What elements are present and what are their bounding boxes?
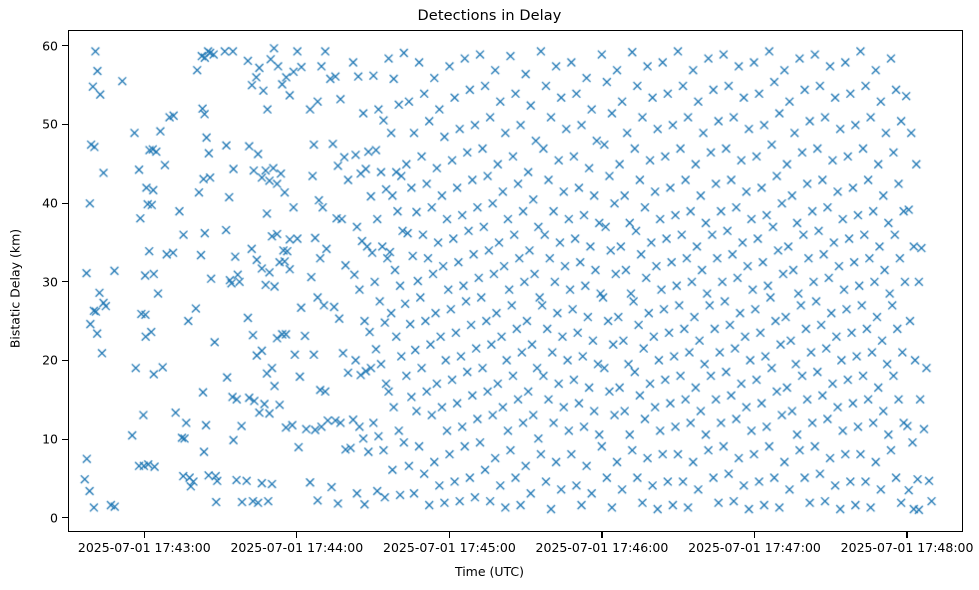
plot-area [68, 30, 963, 532]
x-tick-label: 2025-07-01 17:48:00 [840, 540, 974, 555]
chart-title: Detections in Delay [417, 8, 562, 24]
scatter-points-canvas [69, 31, 962, 531]
y-tick-mark [62, 359, 68, 362]
y-tick-label: 30 [42, 274, 58, 290]
x-tick-mark [753, 532, 756, 538]
y-tick-label: 50 [42, 116, 58, 132]
x-tick-label: 2025-07-01 17:45:00 [383, 540, 516, 555]
y-tick-label: 0 [50, 510, 58, 526]
y-tick-mark [62, 517, 68, 519]
y-tick-label: 60 [42, 38, 58, 54]
y-axis-label: Bistatic Delay (km) [7, 228, 23, 349]
y-tick-label: 40 [42, 195, 58, 211]
x-tick-mark [448, 532, 450, 538]
x-axis-label: Time (UTC) [454, 564, 525, 579]
x-tick-mark [601, 532, 603, 538]
y-tick-label: 10 [42, 431, 58, 447]
x-tick-label: 2025-07-01 17:43:00 [77, 540, 211, 555]
x-tick-mark [143, 532, 145, 538]
y-tick-mark [62, 438, 68, 440]
x-tick-label: 2025-07-01 17:46:00 [535, 540, 669, 555]
y-tick-mark [62, 123, 68, 125]
x-tick-mark [296, 532, 298, 538]
x-tick-mark [906, 532, 908, 538]
y-tick-label: 20 [42, 352, 58, 368]
y-tick-mark [62, 281, 68, 283]
y-tick-mark [62, 45, 68, 47]
y-tick-mark [62, 202, 68, 204]
x-tick-label: 2025-07-01 17:44:00 [230, 540, 364, 555]
x-tick-label: 2025-07-01 17:47:00 [688, 540, 821, 555]
